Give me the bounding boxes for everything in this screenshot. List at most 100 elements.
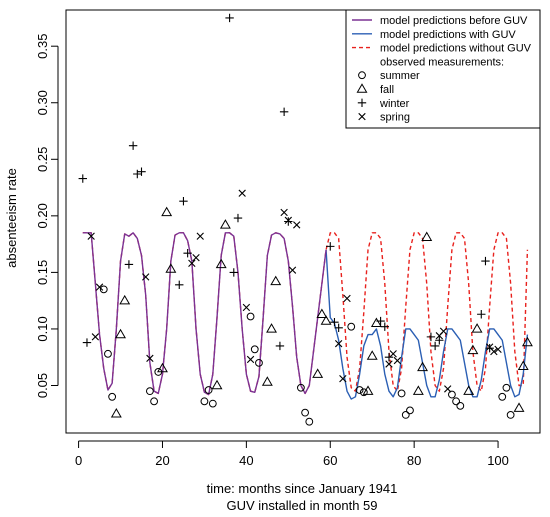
- point-spring-12: [284, 216, 293, 225]
- point-spring-18: [385, 360, 393, 368]
- point-winter-14: [284, 217, 293, 226]
- point-spring-25: [490, 347, 498, 356]
- point-winter-3: [128, 141, 138, 150]
- point-fall-22: [467, 344, 479, 355]
- point-fall-13: [316, 308, 328, 318]
- y-tick-label-0: 0.05: [35, 373, 50, 398]
- point-summer-1: [104, 349, 112, 358]
- legend-label-fall: fall: [380, 84, 394, 96]
- point-summer-20: [406, 406, 414, 415]
- point-fall-21: [463, 385, 475, 395]
- point-fall-2: [119, 294, 131, 305]
- point-spring-9: [242, 303, 251, 312]
- y-axis-label: absenteeism rate: [4, 168, 19, 268]
- x-tick-label-0: 0: [75, 453, 82, 468]
- point-spring-4: [146, 354, 154, 363]
- point-summer-17: [359, 388, 368, 397]
- point-fall-5: [165, 263, 177, 273]
- series-line-model-predictions-without-guv: [82, 232, 529, 396]
- point-fall-18: [412, 385, 424, 395]
- point-spring-10: [246, 355, 255, 364]
- point-fall-20: [421, 231, 433, 242]
- x-tick-label-60: 60: [323, 453, 337, 468]
- x-tick-label-40: 40: [239, 453, 253, 468]
- point-fall-23: [471, 323, 483, 333]
- legend-label-model-predictions-before-guv: model predictions before GUV: [380, 15, 528, 27]
- point-winter-5: [137, 167, 146, 176]
- point-winter-8: [183, 248, 192, 258]
- point-fall-9: [261, 376, 273, 386]
- x-tick-label-100: 100: [487, 453, 509, 468]
- x-axis-label-line-1: time: months since January 1941: [207, 481, 398, 496]
- point-winter-7: [179, 196, 188, 206]
- point-summer-3: [145, 387, 154, 396]
- point-fall-7: [215, 258, 227, 269]
- point-winter-0: [78, 174, 87, 183]
- point-fall-24: [513, 402, 525, 412]
- point-winter-25: [481, 256, 490, 266]
- point-spring-7: [196, 232, 204, 240]
- series-line-model-predictions-with-guv: [325, 249, 529, 400]
- point-summer-7: [204, 386, 213, 394]
- point-summer-8: [208, 399, 217, 408]
- point-summer-0: [99, 285, 108, 294]
- point-spring-15: [334, 339, 343, 348]
- point-summer-22: [452, 397, 461, 406]
- point-winter-17: [334, 323, 343, 333]
- legend-label-model-predictions-without-guv: model predictions without GUV: [380, 43, 532, 55]
- point-winter-26: [485, 343, 494, 353]
- point-spring-2: [95, 283, 104, 291]
- point-winter-9: [225, 13, 234, 23]
- point-summer-2: [108, 392, 117, 401]
- x-axis-label-line-2: GUV installed in month 59: [226, 498, 377, 513]
- y-tick-label-4: 0.25: [35, 147, 50, 172]
- point-summer-16: [355, 386, 364, 394]
- point-winter-20: [384, 353, 394, 362]
- point-fall-12: [312, 368, 324, 378]
- point-spring-16: [339, 375, 347, 383]
- axes-layer: 0 20 40 60 80 100 0.05 0.10 0.15 0.20 0.25 0.30 0.35: [35, 9, 541, 468]
- point-fall-14: [320, 315, 332, 325]
- legend: model predictions before GUV model predic…: [345, 9, 541, 129]
- x-tick-label-80: 80: [407, 453, 421, 468]
- point-winter-1: [82, 338, 92, 347]
- point-winter-16: [330, 317, 339, 327]
- point-summer-24: [498, 392, 507, 401]
- point-spring-22: [439, 327, 448, 335]
- point-fall-25: [517, 360, 529, 370]
- legend-marker-winter: [357, 98, 367, 107]
- point-winter-13: [279, 107, 289, 116]
- point-winter-21: [426, 332, 436, 342]
- point-winter-23: [435, 336, 444, 345]
- point-spring-17: [343, 294, 351, 303]
- point-summer-21: [448, 390, 456, 399]
- point-winter-2: [124, 260, 134, 269]
- point-summer-14: [305, 417, 314, 426]
- point-winter-10: [229, 268, 238, 277]
- point-summer-9: [246, 312, 255, 321]
- point-summer-23: [456, 401, 465, 410]
- point-summer-10: [250, 345, 259, 354]
- point-winter-24: [477, 310, 486, 319]
- point-spring-5: [188, 259, 196, 268]
- point-spring-26: [494, 345, 502, 353]
- point-fall-0: [110, 407, 122, 418]
- point-summer-11: [255, 358, 263, 367]
- point-summer-13: [301, 408, 309, 417]
- plot-frame: [65, 9, 541, 434]
- point-spring-23: [444, 385, 452, 393]
- legend-marker-spring: [358, 112, 366, 121]
- point-summer-18: [397, 389, 406, 398]
- point-spring-20: [393, 356, 402, 365]
- point-fall-1: [115, 328, 126, 339]
- y-tick-label-1: 0.10: [35, 316, 50, 341]
- point-winter-19: [380, 322, 389, 331]
- y-tick-label-6: 0.35: [35, 34, 50, 59]
- point-summer-26: [506, 411, 515, 419]
- plot-layer: [78, 13, 533, 426]
- point-summer-6: [200, 397, 209, 406]
- point-fall-16: [366, 350, 378, 360]
- point-spring-6: [192, 254, 200, 262]
